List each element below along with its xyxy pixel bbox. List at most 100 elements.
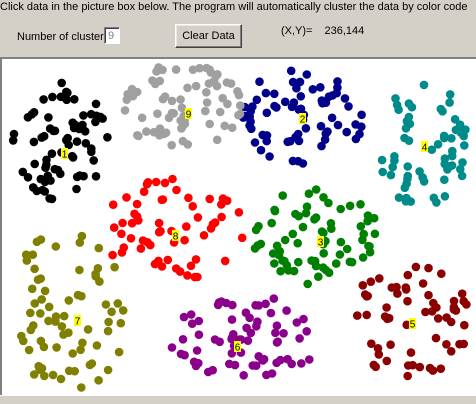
data-point	[75, 265, 84, 275]
data-point	[317, 96, 327, 105]
data-point	[235, 109, 245, 119]
data-point	[48, 370, 58, 380]
data-point	[49, 126, 58, 136]
data-point	[110, 262, 119, 272]
data-point	[160, 92, 170, 101]
centroid-marker	[421, 141, 428, 152]
data-point	[178, 335, 188, 344]
data-point	[44, 316, 53, 326]
data-point	[254, 221, 263, 231]
centroid-marker	[74, 315, 81, 326]
data-point	[67, 151, 77, 161]
cluster-3-points	[250, 185, 380, 289]
data-point	[447, 151, 457, 161]
data-point	[73, 290, 83, 300]
data-point	[228, 300, 237, 310]
data-point	[272, 321, 282, 331]
data-point	[402, 320, 412, 330]
cluster-1-points	[8, 78, 112, 204]
data-point	[317, 141, 326, 151]
data-point	[113, 299, 123, 308]
data-point	[29, 108, 39, 117]
data-point	[178, 136, 188, 146]
data-point	[118, 218, 127, 228]
data-point	[191, 81, 201, 91]
data-point	[27, 284, 37, 294]
data-point	[107, 307, 116, 317]
data-point	[459, 339, 469, 349]
data-point	[225, 359, 234, 369]
data-point	[80, 127, 90, 136]
picture-box[interactable]: 1 2 3 4 5 6 7 8 9	[0, 57, 476, 395]
data-point	[424, 290, 433, 300]
data-point	[358, 253, 368, 262]
data-point	[206, 68, 216, 77]
data-point	[333, 83, 342, 92]
data-point	[459, 296, 469, 306]
data-point	[279, 329, 288, 338]
data-point	[427, 307, 437, 316]
data-point	[203, 367, 213, 377]
data-point	[30, 159, 39, 169]
centroid-marker	[234, 341, 241, 352]
data-point	[48, 92, 57, 102]
data-point	[324, 268, 334, 277]
data-point	[91, 272, 100, 281]
data-point	[103, 326, 113, 336]
data-point	[284, 266, 293, 275]
data-point	[445, 98, 454, 107]
centroid-number: 8	[173, 232, 179, 243]
data-point	[345, 201, 355, 211]
data-point	[81, 139, 91, 148]
cluster-plot[interactable]: 1 2 3 4 5 6 7 8 9	[2, 59, 476, 395]
data-point	[188, 202, 197, 211]
data-point	[319, 193, 328, 202]
data-point	[288, 229, 298, 239]
data-point	[402, 179, 411, 188]
data-point	[377, 155, 387, 165]
data-point	[359, 229, 369, 239]
data-point	[255, 77, 264, 86]
data-point	[331, 259, 341, 268]
data-point	[272, 338, 282, 347]
data-point	[336, 204, 346, 214]
data-point	[26, 308, 35, 318]
data-point	[283, 354, 292, 364]
data-point	[298, 222, 308, 232]
coordinate-value: 236,144	[324, 25, 365, 37]
data-point	[190, 272, 200, 282]
data-point	[295, 77, 305, 87]
data-point	[226, 79, 236, 88]
data-point	[28, 250, 38, 259]
data-point	[406, 197, 416, 206]
data-point	[402, 116, 412, 126]
data-point	[297, 359, 306, 368]
data-point	[304, 189, 314, 198]
clear-data-button[interactable]: Clear Data	[175, 24, 242, 48]
data-point	[154, 218, 164, 228]
data-point	[120, 106, 130, 115]
coordinate-label: (X,Y)=	[281, 25, 313, 37]
data-point	[56, 374, 66, 384]
data-point	[183, 83, 192, 93]
data-point	[227, 315, 237, 324]
data-point	[35, 365, 44, 375]
data-point	[176, 95, 185, 104]
data-point	[194, 330, 204, 340]
data-point	[262, 370, 271, 380]
centroid-marker	[409, 318, 416, 329]
data-point	[457, 289, 467, 298]
data-point	[199, 231, 209, 240]
centroid-number: 9	[186, 110, 192, 121]
data-point	[30, 264, 39, 274]
data-point	[455, 120, 465, 129]
data-point	[64, 296, 74, 305]
data-point	[415, 362, 425, 372]
data-point	[71, 120, 80, 130]
data-point	[302, 70, 312, 79]
cluster-7-points	[17, 231, 128, 392]
cluster-count-input[interactable]	[104, 27, 120, 44]
data-point	[335, 250, 345, 259]
data-point	[342, 244, 352, 254]
data-point	[308, 85, 318, 94]
